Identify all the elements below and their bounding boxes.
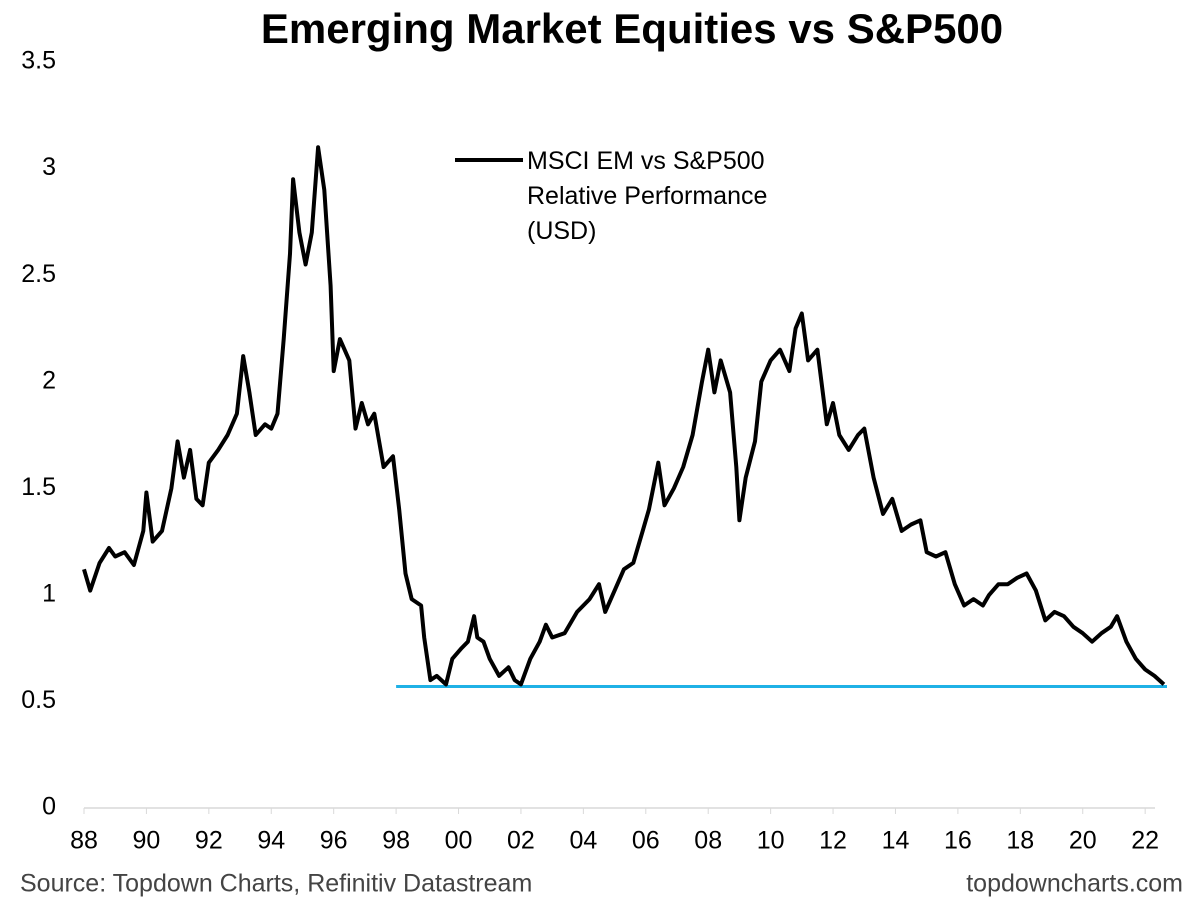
y-tick-label: 1 xyxy=(42,579,56,607)
x-tick-label: 14 xyxy=(882,827,910,855)
x-tick-label: 96 xyxy=(320,827,348,855)
source: Source: Topdown Charts, Refinitiv Datast… xyxy=(20,870,532,898)
y-tick-label: 2.5 xyxy=(21,260,56,288)
y-tick-label: 0 xyxy=(42,793,56,821)
legend-swatch xyxy=(455,158,523,162)
x-tick-label: 16 xyxy=(944,827,972,855)
y-tick-label: 3 xyxy=(42,153,56,181)
legend: MSCI EM vs S&P500 Relative Performance (… xyxy=(455,144,827,249)
x-tick-label: 08 xyxy=(694,827,722,855)
x-tick-label: 88 xyxy=(70,827,98,855)
x-tick-label: 98 xyxy=(382,827,410,855)
x-tick-label: 18 xyxy=(1006,827,1034,855)
x-tick-label: 94 xyxy=(257,827,285,855)
series-line xyxy=(82,145,1166,687)
x-tick-label: 20 xyxy=(1069,827,1097,855)
x-tick-label: 04 xyxy=(569,827,597,855)
y-tick-label: 0.5 xyxy=(21,686,56,714)
y-tick-label: 2 xyxy=(42,366,56,394)
x-tick-label: 12 xyxy=(819,827,847,855)
x-tick-label: 10 xyxy=(757,827,785,855)
website: topdowncharts.com xyxy=(966,870,1183,898)
x-tick-label: 22 xyxy=(1131,827,1159,855)
x-tick-label: 02 xyxy=(507,827,535,855)
x-tick-label: 06 xyxy=(632,827,660,855)
chart-title: Emerging Market Equities vs S&P500 xyxy=(261,5,1003,52)
x-tick-label: 92 xyxy=(195,827,223,855)
legend-label: MSCI EM vs S&P500 Relative Performance (… xyxy=(527,147,768,245)
x-tick-label: 90 xyxy=(133,827,161,855)
y-tick-label: 1.5 xyxy=(21,473,56,501)
y-tick-label: 3.5 xyxy=(21,47,56,75)
x-tick-label: 00 xyxy=(445,827,473,855)
